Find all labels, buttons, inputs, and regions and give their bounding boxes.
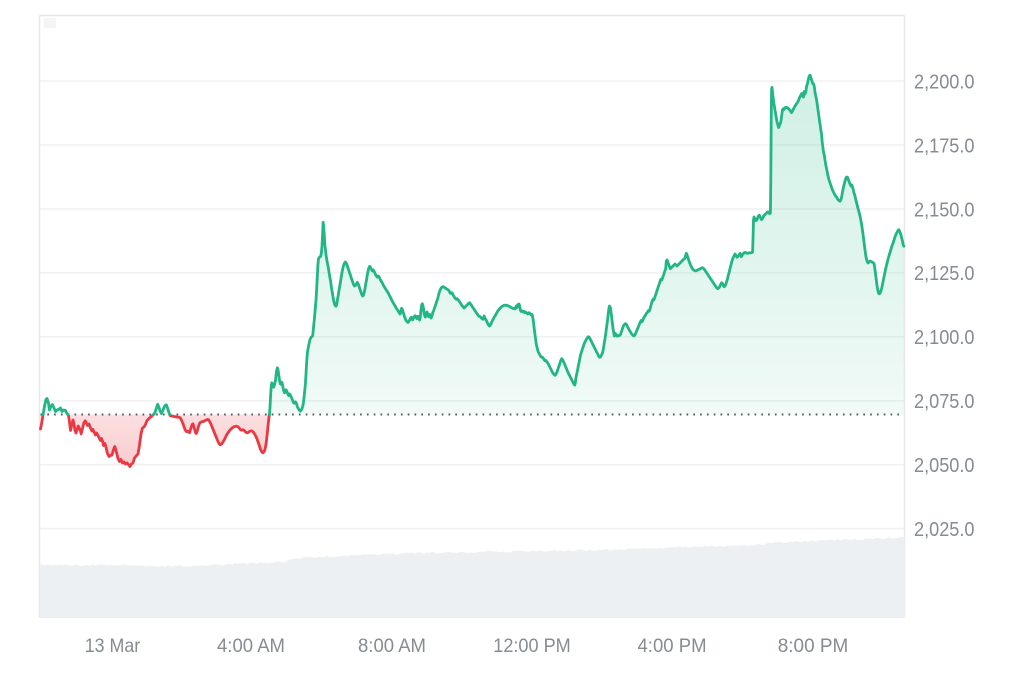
svg-text:8:00 AM: 8:00 AM [358,635,426,657]
svg-text:2,075.0: 2,075.0 [914,391,975,413]
svg-text:2,175.0: 2,175.0 [914,135,975,157]
svg-text:2,050.0: 2,050.0 [914,455,975,477]
svg-text:2,150.0: 2,150.0 [914,199,975,221]
svg-text:4:00 PM: 4:00 PM [638,635,707,657]
svg-text:2,025.0: 2,025.0 [914,519,975,541]
svg-text:4:00 AM: 4:00 AM [217,635,285,657]
svg-text:13 Mar: 13 Mar [85,635,141,657]
svg-text:12:00 PM: 12:00 PM [493,635,571,657]
svg-text:2,125.0: 2,125.0 [914,263,975,285]
svg-text:2,100.0: 2,100.0 [914,327,975,349]
svg-text:2,200.0: 2,200.0 [914,71,975,93]
svg-text:8:00 PM: 8:00 PM [778,635,849,657]
